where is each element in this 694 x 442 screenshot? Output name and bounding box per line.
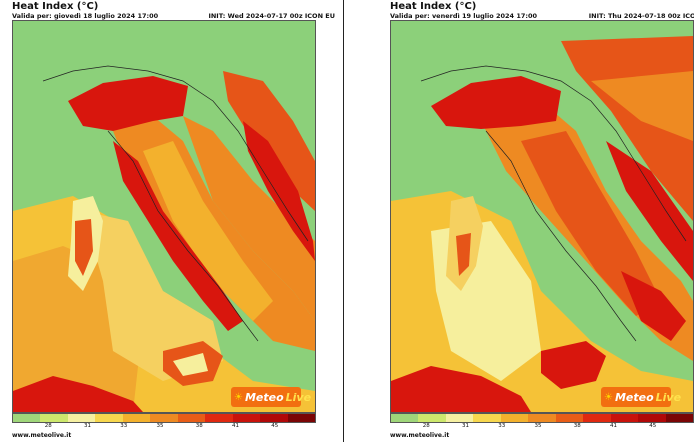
- adriatic-sea-hot: [183, 116, 315, 321]
- map-title: Heat Index (°C): [12, 1, 99, 12]
- italy-central-very-hot: [521, 131, 661, 316]
- colorbar-swatch: [391, 414, 419, 422]
- map-title: Heat Index (°C): [390, 1, 477, 12]
- colorbar-swatch: [638, 414, 666, 422]
- colorbar-swatch: [177, 414, 206, 422]
- colorbar-swatch: [418, 414, 446, 422]
- colorbar-tick: 41: [231, 423, 239, 429]
- colorbar-tick: 33: [120, 423, 128, 429]
- heat-index-map: ☀ Meteo Live: [390, 20, 694, 413]
- colorbar-ticks: 28 31 33 35 38 41 45: [390, 423, 692, 431]
- heat-index-map-panel-thursday: Heat Index (°C) Valida per: giovedì 18 l…: [0, 0, 335, 442]
- colorbar-tick: 41: [609, 423, 617, 429]
- colorbar-swatch: [555, 414, 584, 422]
- colorbar-swatch: [232, 414, 261, 422]
- tyrrhenian-warm: [83, 211, 223, 381]
- sicily-inland: [173, 353, 208, 376]
- po-valley-extreme: [431, 76, 561, 129]
- colorbar-swatch: [287, 414, 315, 422]
- north-africa-extreme: [391, 366, 531, 412]
- colorbar-ticks: 28 31 33 35 38 41 45: [12, 423, 314, 431]
- coastline: [420, 65, 687, 242]
- site-url: www.meteolive.it: [390, 432, 450, 439]
- colorbar-swatch: [13, 414, 41, 422]
- colorbar-swatch: [583, 414, 611, 422]
- colorbar-tick: 45: [271, 423, 279, 429]
- balkan-extreme: [243, 121, 315, 261]
- model-init-label: INIT: Thu 2024-07-18 00z ICON EU: [588, 12, 694, 20]
- colorbar-tick: 28: [422, 423, 430, 429]
- colorbar-swatch: [665, 414, 693, 422]
- tyrrhenian-coast-extreme: [113, 141, 243, 331]
- colorbar-swatch: [40, 414, 68, 422]
- sun-icon: ☀: [234, 391, 243, 403]
- colorbar-tick: 38: [573, 423, 581, 429]
- sun-icon: ☀: [604, 391, 613, 403]
- sardinia-hot: [75, 219, 93, 276]
- colorbar-swatch: [473, 414, 501, 422]
- valid-time-label: Valida per: giovedì 18 luglio 2024 17:00: [12, 12, 159, 20]
- meteolive-logo: ☀ Meteo Live: [231, 387, 311, 407]
- north-africa-extreme: [13, 376, 143, 412]
- colorbar-tick: 35: [156, 423, 164, 429]
- logo-live-text: Live: [285, 390, 312, 404]
- logo-meteo-text: Meteo: [614, 390, 654, 404]
- adriatic-extreme: [606, 141, 693, 281]
- colorbar-tick: 31: [84, 423, 91, 429]
- heat-index-map: ☀ Meteo Live: [12, 20, 316, 413]
- coastline-west: [485, 130, 637, 342]
- coastline: [42, 65, 309, 242]
- coastline-west: [107, 130, 259, 342]
- colorbar-swatch: [122, 414, 151, 422]
- balkan-hot: [591, 71, 693, 141]
- valid-time-label: Valida per: venerdì 19 luglio 2024 17:00: [390, 12, 538, 20]
- colorbar-tick: 45: [649, 423, 657, 429]
- panel-divider: [343, 0, 344, 442]
- sicily-extreme: [541, 341, 606, 389]
- adriatic-coast-warm: [143, 141, 273, 321]
- colorbar-swatch: [610, 414, 639, 422]
- heat-index-colorbar: [12, 413, 316, 423]
- colorbar-tick: 33: [498, 423, 506, 429]
- po-valley-extreme: [68, 76, 188, 131]
- logo-meteo-text: Meteo: [244, 390, 284, 404]
- logo-live-text: Live: [655, 390, 682, 404]
- meteolive-logo: ☀ Meteo Live: [601, 387, 681, 407]
- balkan-coast-very-hot: [223, 71, 315, 211]
- colorbar-swatch: [95, 414, 123, 422]
- colorbar-tick: 28: [44, 423, 52, 429]
- site-url: www.meteolive.it: [12, 432, 72, 439]
- colorbar-swatch: [205, 414, 233, 422]
- colorbar-swatch: [445, 414, 474, 422]
- colorbar-swatch: [260, 414, 288, 422]
- colorbar-swatch: [150, 414, 178, 422]
- heat-index-colorbar: [390, 413, 694, 423]
- sardinia-hot: [456, 233, 471, 276]
- model-init-label: INIT: Wed 2024-07-17 00z ICON EU: [208, 12, 335, 20]
- colorbar-tick: 38: [195, 423, 203, 429]
- colorbar-swatch: [67, 414, 96, 422]
- puglia-extreme: [621, 271, 686, 341]
- colorbar-swatch: [528, 414, 556, 422]
- colorbar-swatch: [500, 414, 529, 422]
- colorbar-tick: 35: [534, 423, 542, 429]
- heat-index-map-panel-friday: Heat Index (°C) Valida per: venerdì 19 l…: [378, 0, 694, 442]
- colorbar-tick: 31: [462, 423, 469, 429]
